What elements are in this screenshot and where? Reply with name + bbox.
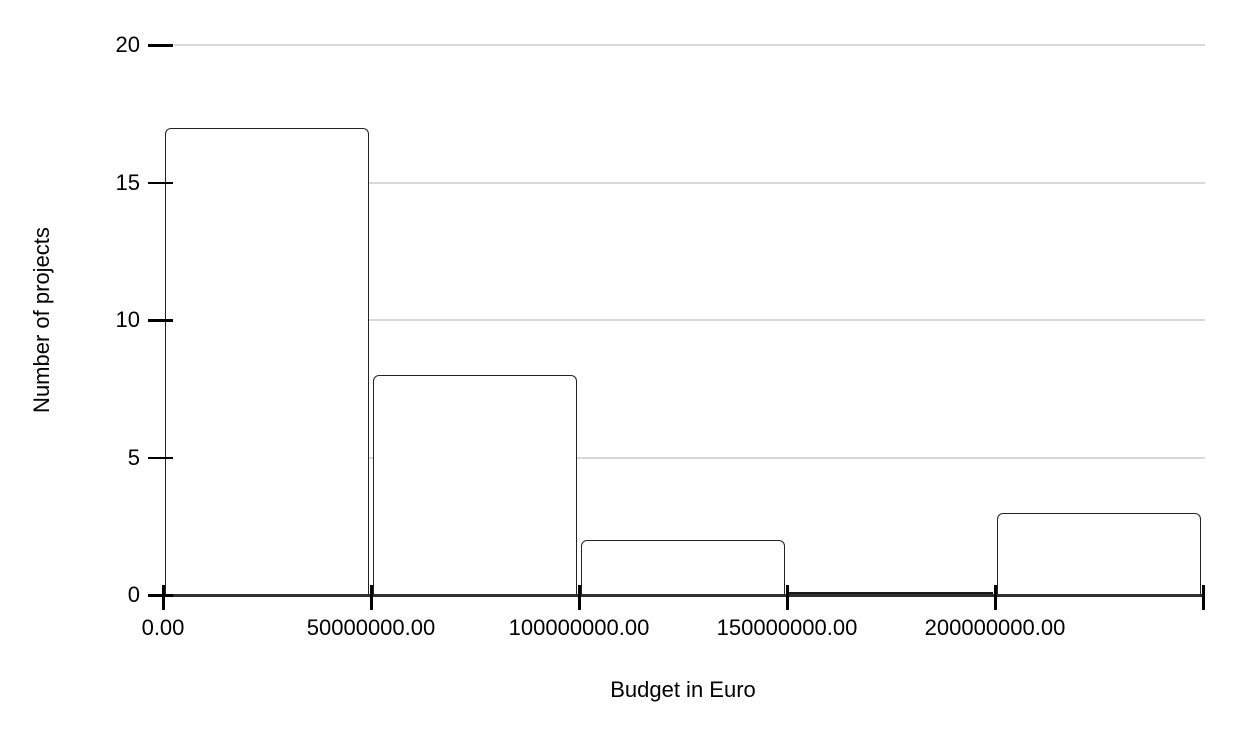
- x-tick-label: 100000000.00: [508, 615, 650, 640]
- x-axis-title: Budget in Euro: [610, 677, 756, 702]
- x-axis-tick: [1202, 585, 1205, 610]
- y-axis-title: Number of projects: [29, 227, 54, 413]
- y-tick-label: 20: [115, 32, 140, 57]
- y-tick-label: 5: [127, 444, 140, 470]
- y-tick-label: 0: [127, 582, 140, 607]
- y-tick-label: 10: [115, 307, 140, 332]
- x-tick-label: 200000000.00: [924, 615, 1066, 640]
- x-tick-label: 150000000.00: [716, 615, 858, 640]
- histogram-bar: [581, 540, 785, 595]
- histogram-bar: [165, 127, 369, 595]
- x-axis-tick: [578, 585, 581, 610]
- gridline: [174, 44, 1205, 46]
- x-tick-label: 0.00: [141, 615, 185, 640]
- gridline: [174, 319, 1205, 321]
- x-axis-tick: [994, 585, 997, 610]
- y-axis-tick: [148, 319, 173, 322]
- y-axis-tick: [148, 181, 173, 184]
- x-axis-tick: [786, 585, 789, 610]
- y-axis-tick: [148, 44, 173, 47]
- y-tick-label: 15: [115, 169, 140, 195]
- x-axis-tick: [370, 585, 373, 610]
- y-axis-tick: [148, 594, 173, 597]
- gridline: [174, 181, 1205, 184]
- gridline: [174, 456, 1205, 459]
- x-axis-tick: [162, 585, 165, 610]
- y-axis-tick: [148, 456, 173, 459]
- histogram-bar: [997, 512, 1201, 595]
- x-axis-line: [163, 594, 1205, 597]
- x-tick-label: 50000000.00: [306, 615, 436, 640]
- histogram-bar: [373, 375, 577, 595]
